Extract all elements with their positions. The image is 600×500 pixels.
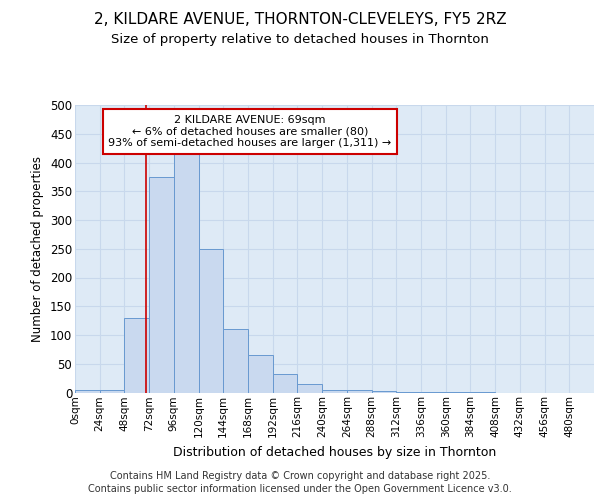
Text: 2, KILDARE AVENUE, THORNTON-CLEVELEYS, FY5 2RZ: 2, KILDARE AVENUE, THORNTON-CLEVELEYS, F… — [94, 12, 506, 28]
Bar — [149, 177, 174, 392]
Y-axis label: Number of detached properties: Number of detached properties — [31, 156, 44, 342]
Bar — [273, 374, 298, 392]
Text: Contains public sector information licensed under the Open Government Licence v3: Contains public sector information licen… — [88, 484, 512, 494]
Bar — [322, 390, 347, 392]
Bar — [199, 249, 223, 392]
Bar — [248, 355, 273, 393]
Text: Size of property relative to detached houses in Thornton: Size of property relative to detached ho… — [111, 32, 489, 46]
Bar — [100, 390, 124, 392]
Bar — [298, 384, 322, 392]
Bar — [75, 390, 100, 392]
Text: Contains HM Land Registry data © Crown copyright and database right 2025.: Contains HM Land Registry data © Crown c… — [110, 471, 490, 481]
Bar — [347, 390, 371, 392]
Text: 2 KILDARE AVENUE: 69sqm
← 6% of detached houses are smaller (80)
93% of semi-det: 2 KILDARE AVENUE: 69sqm ← 6% of detached… — [109, 115, 392, 148]
Bar — [223, 329, 248, 392]
X-axis label: Distribution of detached houses by size in Thornton: Distribution of detached houses by size … — [173, 446, 496, 458]
Bar — [174, 154, 199, 392]
Bar — [124, 318, 149, 392]
